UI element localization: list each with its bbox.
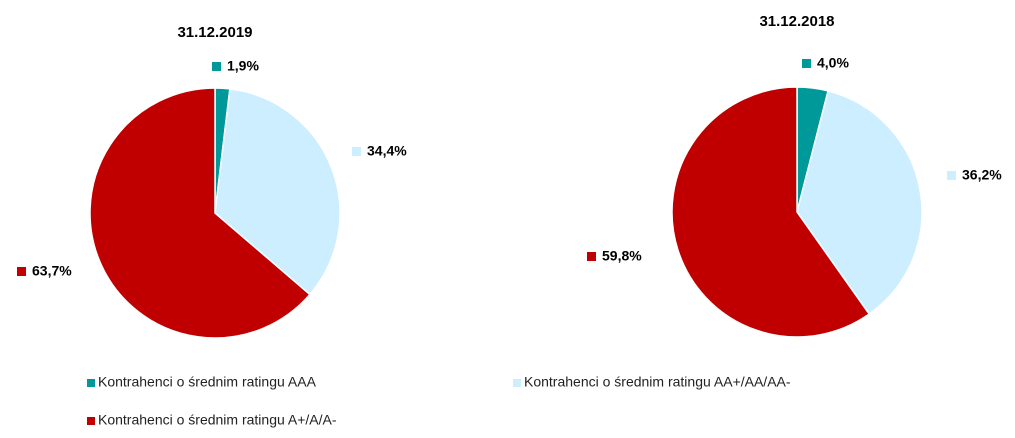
- label-swatch: [212, 62, 221, 71]
- legend-swatch: [87, 417, 95, 425]
- label-swatch: [947, 171, 956, 180]
- label-swatch: [352, 147, 361, 156]
- chart-title: 31.12.2019: [177, 24, 252, 41]
- pie-slice: [214, 88, 341, 296]
- label-swatch: [17, 267, 26, 276]
- legend-label: Kontrahenci o średnim ratingu AAA: [98, 374, 317, 390]
- value-label: 34,4%: [367, 143, 407, 159]
- chart-title: 31.12.2018: [759, 13, 834, 30]
- pie-slice: [671, 86, 871, 338]
- value-label: 59,8%: [602, 248, 642, 264]
- pie-slice: [796, 90, 923, 316]
- value-label: 1,9%: [227, 58, 259, 74]
- legend-swatch: [513, 379, 521, 387]
- label-swatch: [802, 59, 811, 68]
- legend-label: Kontrahenci o średnim ratingu A+/A/A-: [98, 412, 337, 428]
- legend-swatch: [87, 379, 95, 387]
- value-label: 63,7%: [32, 263, 72, 279]
- pie-slice: [89, 87, 311, 339]
- value-label: 4,0%: [817, 55, 849, 71]
- label-swatch: [587, 252, 596, 261]
- value-label: 36,2%: [962, 167, 1002, 183]
- legend-label: Kontrahenci o średnim ratingu AA+/AA/AA-: [524, 374, 791, 390]
